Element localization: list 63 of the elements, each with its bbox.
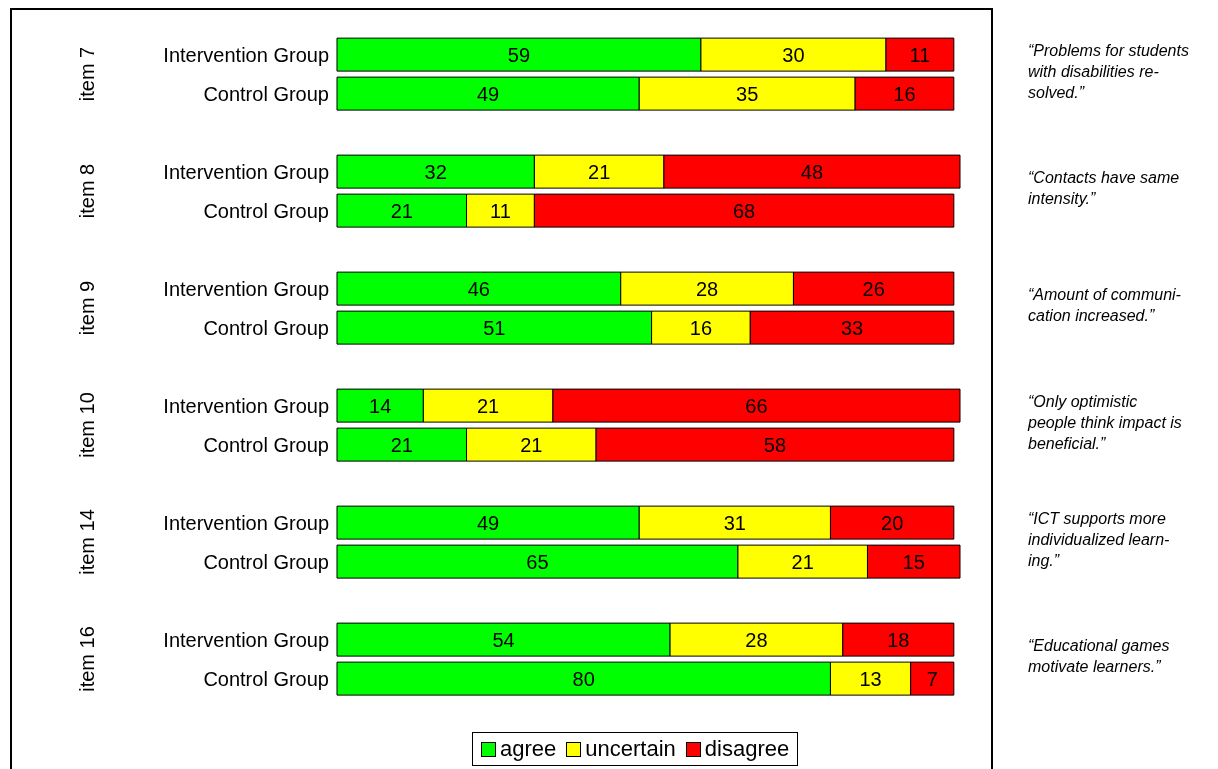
data-label: 66 [745, 394, 768, 417]
data-label: 21 [477, 394, 500, 417]
data-label: 11 [490, 199, 511, 222]
legend-label: agree [499, 736, 557, 762]
y-tick-label: Control Group [203, 433, 329, 456]
y-tick-label: Intervention Group [163, 160, 329, 183]
data-label: 54 [492, 628, 515, 651]
y-tick-label: Control Group [203, 316, 329, 339]
data-label: 35 [736, 82, 759, 105]
text: item 14 [75, 509, 99, 575]
data-label: 46 [467, 277, 490, 300]
text: item 10 [75, 392, 99, 458]
data-label: 13 [859, 667, 882, 690]
data-label: 48 [800, 160, 824, 183]
data-label: 16 [689, 316, 713, 339]
y-tick-label: Control Group [203, 667, 329, 690]
data-label: 68 [732, 199, 756, 222]
text: “Amount of communi- cation increased.” [1028, 285, 1181, 326]
data-label: 51 [483, 316, 506, 339]
y-tick-label: Intervention Group [163, 394, 329, 417]
text: “ICT supports more individualized learn- ing.” [1028, 508, 1170, 571]
data-label: 15 [902, 550, 925, 573]
y-tick-label: Intervention Group [163, 43, 329, 66]
data-label: 11 [909, 43, 931, 66]
legend-label: disagree [703, 736, 790, 762]
y-tick-label: Control Group [203, 82, 329, 105]
data-label: 18 [887, 628, 910, 651]
text: item 9 [75, 280, 99, 336]
y-tick-label: Intervention Group [163, 511, 329, 534]
data-label: 59 [507, 43, 531, 66]
data-label: 26 [862, 277, 885, 300]
text: “Contacts have same intensity.” [1028, 168, 1180, 209]
data-label: 28 [695, 277, 719, 300]
data-label: 49 [477, 511, 500, 534]
y-tick-label: Intervention Group [163, 277, 329, 300]
legend-label: uncertain [584, 736, 676, 762]
data-label: 65 [526, 550, 549, 573]
text: “Educational games motivate learners.” [1028, 636, 1170, 677]
data-label: 58 [763, 433, 787, 456]
text: “Only optimistic people think impact is beneficial.” [1028, 391, 1182, 454]
text: “Problems for students with disabilities re- solved.” [1028, 40, 1189, 103]
data-label: 14 [369, 394, 392, 417]
data-label: 20 [881, 511, 904, 534]
y-tick-label: Control Group [203, 550, 329, 573]
text: item 16 [75, 626, 99, 692]
data-label: 21 [588, 160, 611, 183]
data-label: 7 [926, 667, 938, 690]
data-label: 33 [840, 316, 864, 339]
data-label: 49 [477, 82, 500, 105]
y-tick-label: Intervention Group [163, 628, 329, 651]
text: item 7 [75, 46, 99, 102]
data-label: 32 [424, 160, 447, 183]
data-label: 21 [390, 433, 413, 456]
data-label: 21 [791, 550, 814, 573]
y-tick-label: Control Group [203, 199, 329, 222]
data-label: 80 [572, 667, 595, 690]
data-label: 21 [390, 199, 413, 222]
data-label: 30 [782, 43, 805, 66]
data-label: 16 [893, 82, 916, 105]
data-label: 21 [520, 433, 543, 456]
data-label: 28 [745, 628, 768, 651]
text: item 8 [75, 163, 99, 219]
data-label: 31 [723, 511, 746, 534]
